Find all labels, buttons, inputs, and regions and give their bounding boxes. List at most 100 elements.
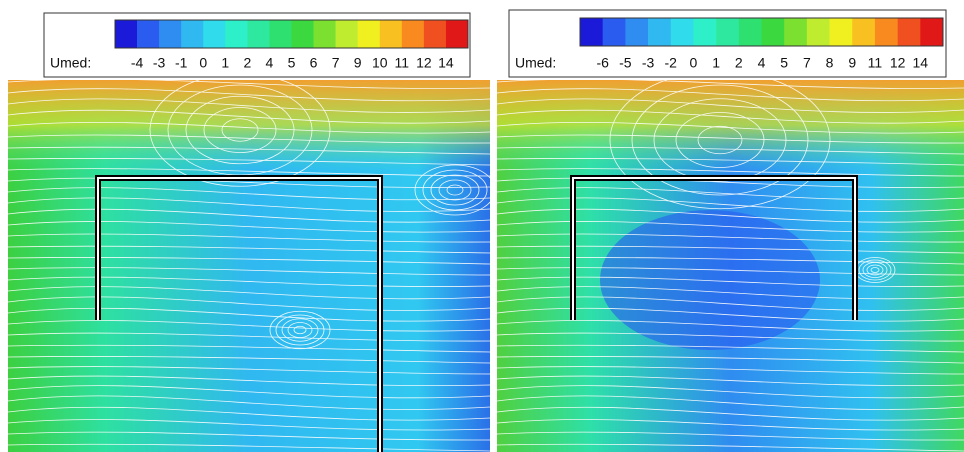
- colorbar-swatch: [115, 20, 138, 48]
- colorbar-tick-label: -4: [131, 55, 144, 71]
- colorbar-tick-label: 2: [735, 55, 743, 71]
- colorbar-tick-label: 6: [310, 55, 318, 71]
- streamline: [497, 257, 964, 265]
- streamline: [497, 276, 964, 287]
- streamline: [8, 406, 490, 421]
- colorbar-tick-label: 5: [288, 55, 296, 71]
- colorbar-tick-label: -3: [153, 55, 166, 71]
- streamline: [697, 125, 743, 155]
- streamline: [8, 221, 490, 233]
- streamline: [497, 146, 964, 155]
- colorbar-swatch: [137, 20, 160, 48]
- colorbar-swatch: [225, 20, 248, 48]
- streamline: [497, 134, 964, 144]
- streamline: [870, 267, 880, 273]
- colorbar-swatch: [920, 18, 944, 46]
- flow-field-left: [8, 80, 490, 452]
- colorbar-swatch: [670, 18, 694, 46]
- streamline: [8, 443, 490, 452]
- streamline: [414, 164, 490, 216]
- streamline: [8, 245, 490, 254]
- colorbar-swatch: [313, 20, 336, 48]
- streamline: [497, 307, 964, 322]
- colorbar-tick-label: -1: [175, 55, 188, 71]
- streamline: [8, 208, 490, 223]
- streamline: [8, 168, 490, 177]
- streamline: [221, 118, 259, 142]
- colorbar-tick-label: 1: [221, 55, 229, 71]
- streamline: [8, 419, 490, 431]
- streamline: [858, 259, 892, 281]
- colorbar: -4 -3 -1 0 1 2 4 5 6 7 9 10 11 12 14: [114, 19, 469, 71]
- streamline: [8, 267, 490, 276]
- streamline: [293, 325, 307, 335]
- streamline: [497, 443, 964, 452]
- streamline: [866, 264, 884, 276]
- streamline: [8, 344, 490, 353]
- streamline: [497, 419, 964, 431]
- colorbar-swatch: [716, 18, 740, 46]
- streamline: [497, 109, 964, 124]
- colorbar-tick-label: 4: [758, 55, 766, 71]
- colorbar-tick-label: 7: [332, 55, 340, 71]
- colorbar-tick-label: 2: [243, 55, 251, 71]
- streamline: [497, 158, 964, 166]
- streamline: [8, 146, 490, 155]
- streamline: [497, 208, 964, 223]
- streamline: [497, 344, 964, 353]
- streamline: [609, 80, 831, 210]
- colorbar-tick-label: 5: [780, 55, 788, 71]
- colorbar-swatch: [784, 18, 808, 46]
- streamline: [8, 356, 490, 364]
- colorbar-swatch: [159, 20, 182, 48]
- streamline: [8, 134, 490, 144]
- colorbar-tick-label: 0: [199, 55, 207, 71]
- colorbar-swatch: [761, 18, 785, 46]
- streamline: [8, 109, 490, 124]
- colorbar-swatch: [648, 18, 672, 46]
- streamline: [497, 80, 964, 89]
- streamline: [497, 375, 964, 387]
- streamline: [8, 276, 490, 287]
- colorbar-swatch: [874, 18, 898, 46]
- colorbar-swatch: [738, 18, 762, 46]
- streamline: [8, 320, 490, 332]
- colorbar-frame: [114, 19, 469, 49]
- streamline: [497, 197, 964, 212]
- colorbar-swatch: [291, 20, 314, 48]
- streamline: [497, 385, 964, 399]
- streamline: [281, 318, 319, 342]
- colorbar-tick-label: 11: [868, 55, 883, 71]
- streamline: [862, 262, 888, 278]
- colorbar-swatch: [829, 18, 853, 46]
- streamline: [275, 314, 325, 346]
- streamline: [287, 322, 313, 338]
- streamline: [8, 158, 490, 166]
- colorbar-tick-label: -5: [619, 55, 632, 71]
- streamline: [438, 179, 472, 201]
- streamline: [8, 431, 490, 441]
- colorbar-tick-label: 14: [438, 55, 454, 71]
- colorbar-tick-label: 8: [826, 55, 834, 71]
- streamline: [8, 296, 490, 311]
- colorbar-tick-label: 12: [416, 55, 432, 71]
- colorbar-frame: [579, 17, 944, 47]
- streamline: [8, 286, 490, 300]
- colorbar-swatch: [247, 20, 270, 48]
- streamline: [497, 332, 964, 342]
- legend-label: Umed:: [515, 55, 556, 71]
- colorbar-swatch: [580, 18, 603, 46]
- colorbar-swatch: [445, 20, 469, 48]
- flow-field-right: [497, 80, 964, 452]
- colorbar-swatch: [806, 18, 830, 46]
- streamline: [422, 169, 488, 211]
- colorbar-swatch: [335, 20, 358, 48]
- colorbar-swatch: [401, 20, 425, 48]
- colorbar-tick-label: 9: [848, 55, 856, 71]
- streamline: [497, 177, 964, 188]
- streamline: [430, 174, 480, 206]
- legend-label: Umed:: [50, 55, 91, 71]
- streamline: [497, 320, 964, 332]
- streamline: [497, 395, 964, 410]
